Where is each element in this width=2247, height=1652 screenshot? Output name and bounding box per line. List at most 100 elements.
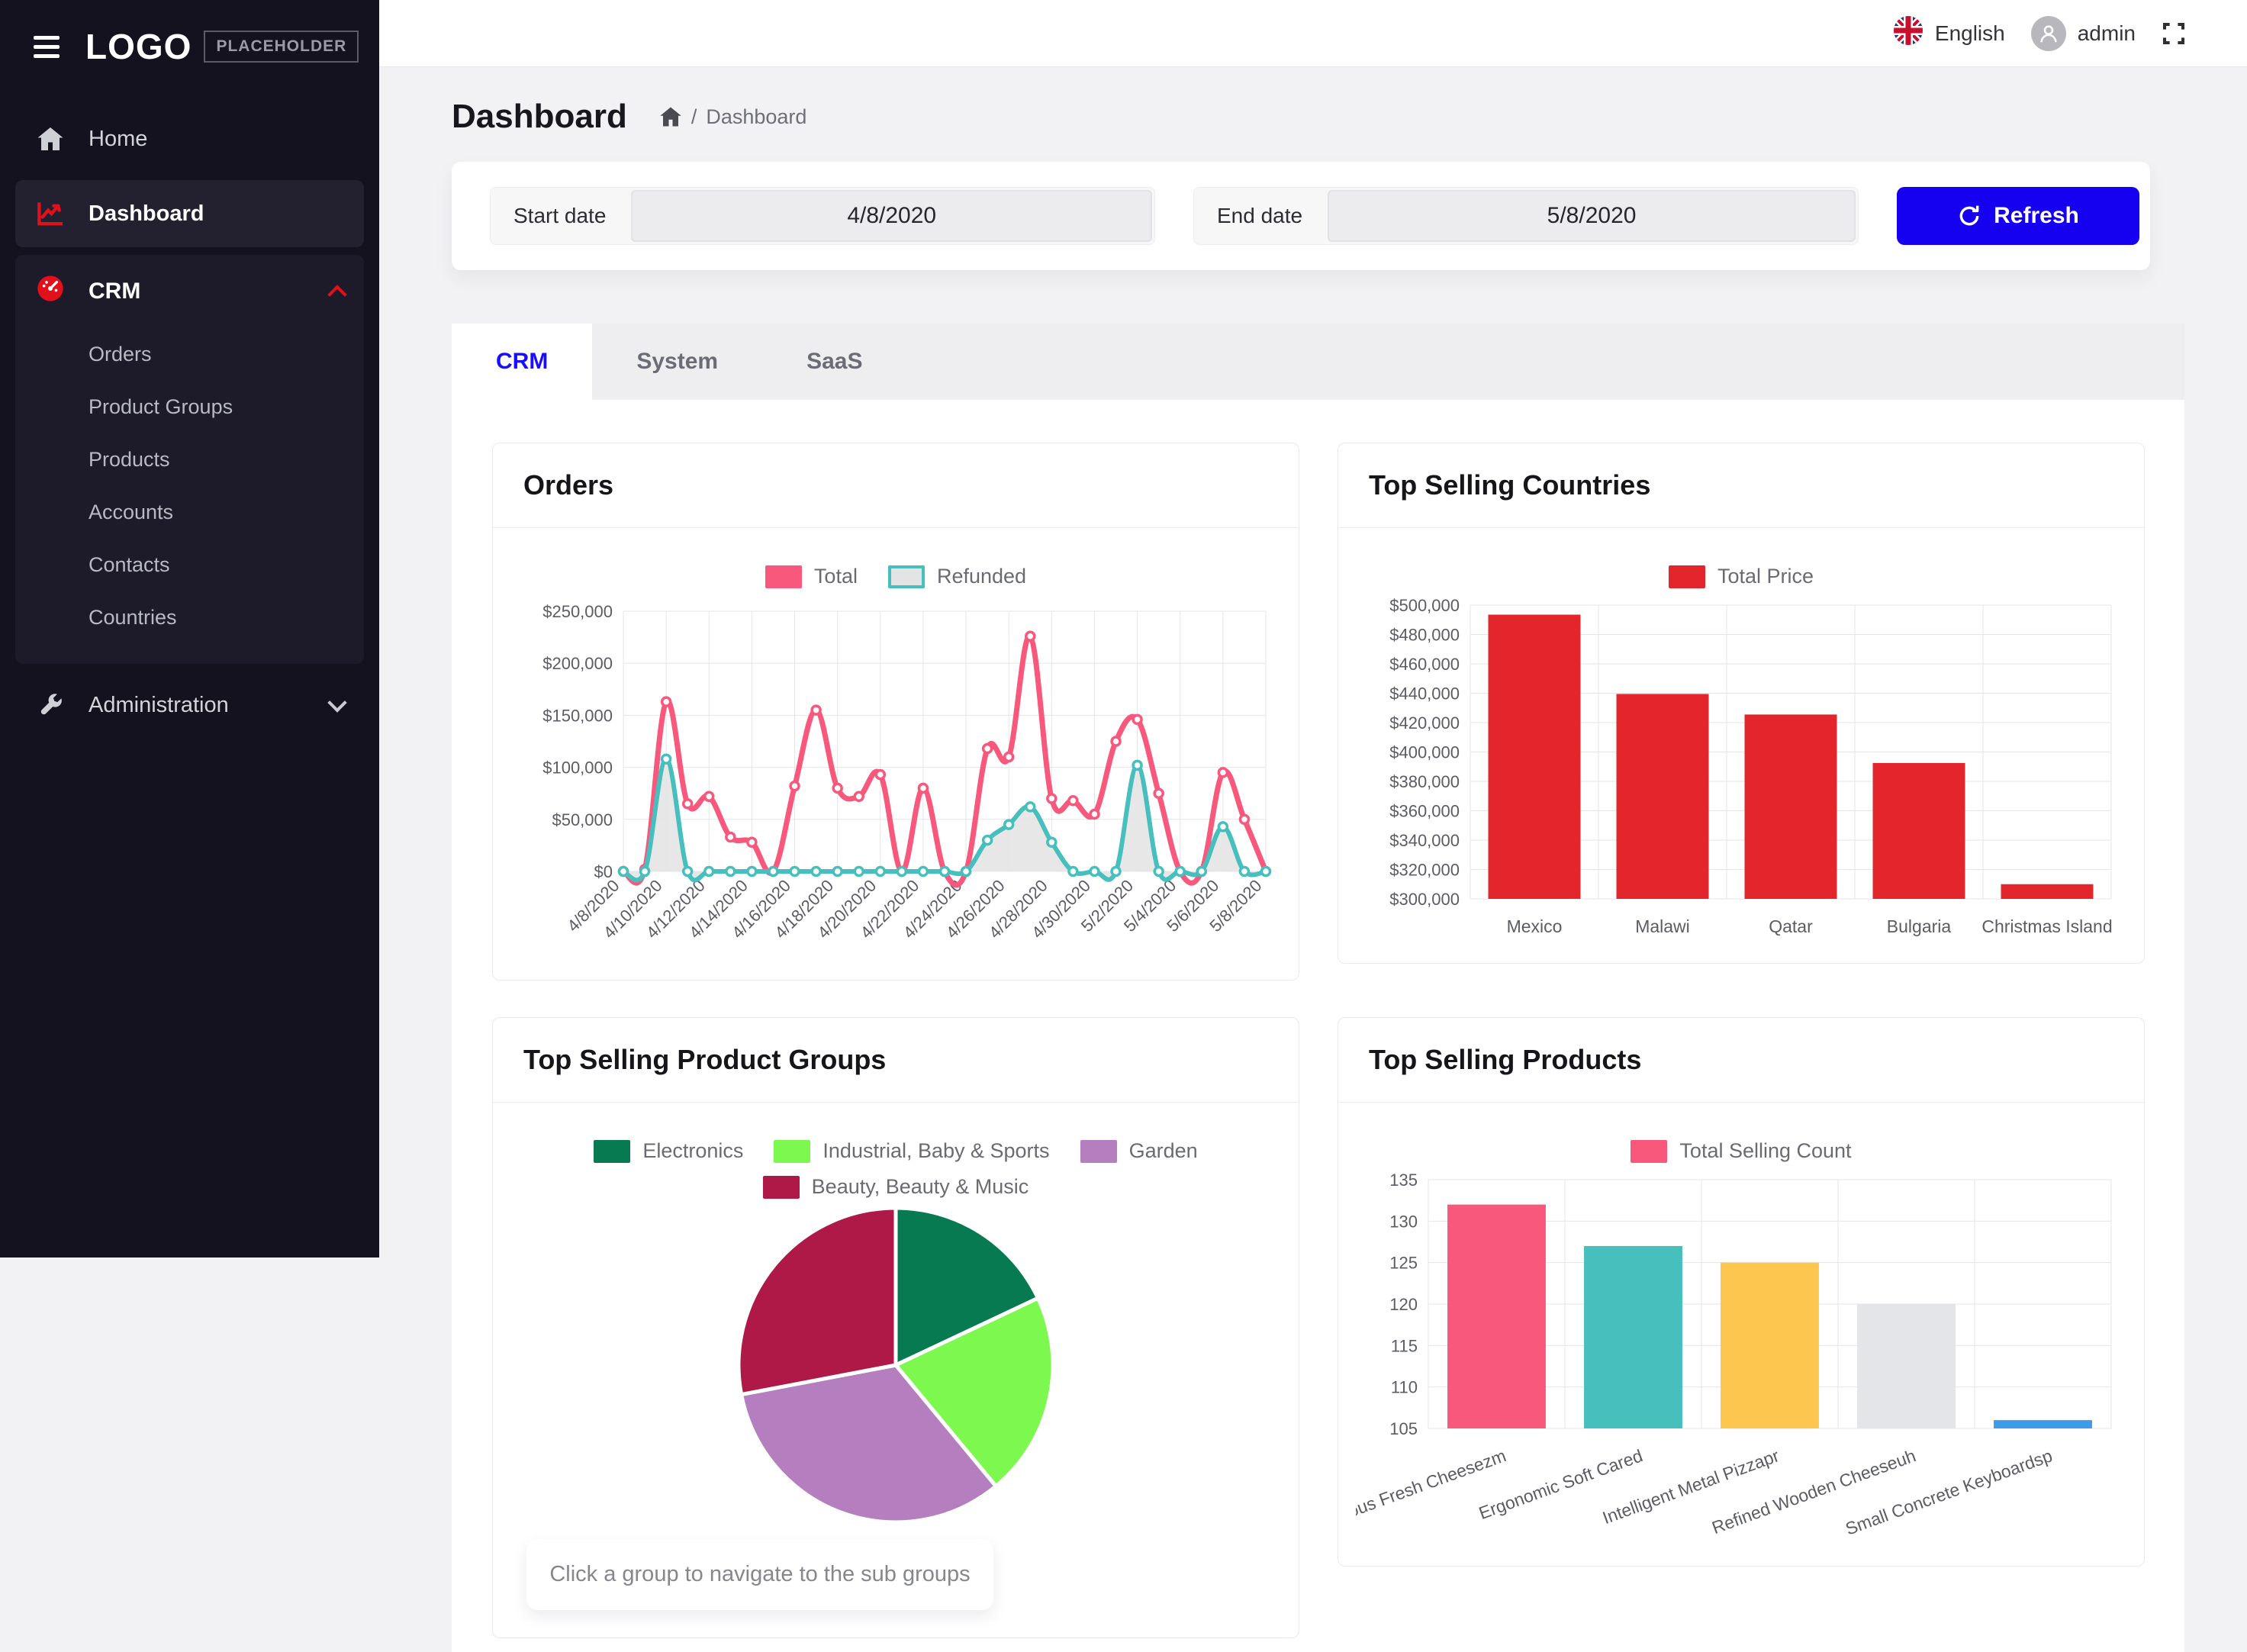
legend-item-total[interactable]: Total [765, 565, 858, 588]
svg-text:$150,000: $150,000 [542, 706, 613, 725]
sidebar-item-contacts[interactable]: Contacts [89, 553, 170, 576]
svg-text:$360,000: $360,000 [1389, 802, 1460, 821]
svg-text:125: 125 [1389, 1254, 1418, 1273]
svg-text:$100,000: $100,000 [542, 758, 613, 778]
product-groups-pie-chart[interactable] [736, 1205, 1056, 1525]
svg-text:Gorgeous Fresh Cheesezm: Gorgeous Fresh Cheesezm [1356, 1445, 1508, 1538]
products-bar-chart[interactable]: 105 110 115 120 125 130 135 Gorgeous Fresh Chee… [1356, 1169, 2126, 1551]
start-date-label: Start date [513, 204, 607, 227]
fullscreen-button[interactable] [2162, 21, 2186, 46]
svg-text:$300,000: $300,000 [1389, 890, 1460, 909]
date-filter-bar: Start date 4/8/2020 End date 5/8/2020 Re… [452, 162, 2150, 270]
sidebar-item-product-groups[interactable]: Product Groups [89, 395, 233, 418]
legend-item-total-selling-count[interactable]: Total Selling Count [1631, 1139, 1852, 1163]
top-selling-product-groups-card: Top Selling Product Groups Electronics I… [492, 1017, 1299, 1638]
legend-item-industrial-baby-sports[interactable]: Industrial, Baby & Sports [774, 1139, 1050, 1163]
legend-item-refunded[interactable]: Refunded [887, 565, 1026, 588]
sidebar-item-accounts[interactable]: Accounts [89, 501, 174, 523]
sidebar-nav: Home Dashboard [0, 87, 379, 739]
sidebar-group-crm: CRM Orders Product Groups Products Accou… [15, 255, 364, 664]
sidebar-item-label: Dashboard [89, 201, 204, 226]
sidebar: LOGO PLACEHOLDER Home Dashboard [0, 0, 379, 1258]
total-swatch [765, 565, 802, 588]
svg-text:$400,000: $400,000 [1389, 743, 1460, 762]
svg-text:105: 105 [1389, 1419, 1418, 1438]
logo-text: LOGO [85, 27, 192, 66]
svg-text:$500,000: $500,000 [1389, 596, 1460, 615]
menu-icon[interactable] [34, 35, 60, 58]
top-selling-products-card: Top Selling Products Total Selling Count… [1338, 1017, 2145, 1567]
svg-text:110: 110 [1391, 1378, 1418, 1397]
countries-bar-chart[interactable]: $300,000 $320,000 $340,000 $360,000 $380,000… [1356, 594, 2126, 948]
sidebar-item-orders[interactable]: Orders [89, 343, 152, 366]
product-groups-card-title: Top Selling Product Groups [523, 1044, 887, 1075]
total-price-swatch [1668, 565, 1705, 588]
refresh-button[interactable]: Refresh [1897, 187, 2139, 245]
logo-placeholder: PLACEHOLDER [204, 31, 359, 63]
svg-text:$0: $0 [594, 862, 613, 881]
sidebar-item-dashboard[interactable]: Dashboard [15, 180, 364, 247]
tab-system[interactable]: System [636, 349, 719, 374]
svg-text:120: 120 [1389, 1295, 1418, 1314]
svg-text:$50,000: $50,000 [552, 810, 613, 829]
svg-text:Bulgaria: Bulgaria [1887, 916, 1952, 936]
refunded-swatch [887, 565, 925, 588]
crm-icon [35, 273, 66, 310]
chevron-down-icon [327, 693, 347, 713]
username: admin [2077, 21, 2136, 45]
logo-row: LOGO PLACEHOLDER [0, 0, 379, 87]
svg-text:$250,000: $250,000 [542, 602, 613, 621]
legend-item-garden[interactable]: Garden [1080, 1139, 1198, 1163]
countries-card-title: Top Selling Countries [1369, 469, 1651, 501]
countries-legend: Total Price [1378, 565, 2104, 588]
orders-legend: Total Refunded [533, 565, 1259, 588]
svg-text:$320,000: $320,000 [1389, 861, 1460, 880]
svg-text:Mexico: Mexico [1507, 916, 1563, 936]
sidebar-item-administration[interactable]: Administration [15, 671, 364, 739]
legend-item-total-price[interactable]: Total Price [1668, 565, 1814, 588]
sidebar-item-crm[interactable]: CRM [15, 255, 364, 328]
svg-text:$200,000: $200,000 [542, 654, 613, 673]
svg-text:$340,000: $340,000 [1389, 831, 1460, 850]
legend-item-electronics[interactable]: Electronics [594, 1139, 743, 1163]
uk-flag-icon [1893, 15, 1923, 51]
sidebar-item-label: Administration [89, 692, 229, 717]
language-selector[interactable]: English [1893, 15, 2005, 51]
administration-icon [35, 691, 66, 719]
tab-crm[interactable]: CRM [452, 324, 593, 400]
sidebar-item-label: Home [89, 126, 148, 151]
industrial-swatch [774, 1139, 811, 1163]
end-date-label: End date [1217, 204, 1303, 227]
total-selling-count-swatch [1631, 1139, 1668, 1163]
garden-swatch [1080, 1139, 1117, 1163]
orders-line-chart[interactable]: $0 $50,000 $100,000 $150,000 $200,000 $250,00… [510, 594, 1281, 964]
chevron-up-icon [327, 285, 347, 304]
breadcrumb-current: Dashboard [706, 105, 807, 128]
breadcrumb-separator: / [691, 105, 697, 128]
start-date-group: Start date 4/8/2020 [490, 187, 1155, 245]
sidebar-item-countries[interactable]: Countries [89, 606, 177, 629]
sidebar-item-home[interactable]: Home [15, 105, 364, 172]
user-menu[interactable]: admin [2030, 15, 2136, 51]
orders-card-title: Orders [523, 469, 614, 501]
end-date-group: End date 5/8/2020 [1193, 187, 1859, 245]
sidebar-item-products[interactable]: Products [89, 448, 170, 471]
start-date-input[interactable]: 4/8/2020 [631, 190, 1152, 242]
breadcrumb-home-icon[interactable] [659, 106, 682, 127]
fullscreen-icon [2163, 22, 2184, 44]
home-icon [35, 126, 66, 152]
legend-item-beauty-music[interactable]: Beauty, Beauty & Music [762, 1175, 1029, 1199]
svg-text:$480,000: $480,000 [1389, 626, 1460, 645]
end-date-input[interactable]: 5/8/2020 [1328, 190, 1856, 242]
svg-text:135: 135 [1389, 1171, 1418, 1190]
products-card-title: Top Selling Products [1369, 1044, 1642, 1075]
orders-card: Orders Total Refunded $0 $50,000 $100,000 $… [492, 443, 1299, 981]
avatar [2030, 15, 2066, 51]
dashboard-icon [35, 200, 66, 227]
electronics-swatch [594, 1139, 631, 1163]
topbar: English admin [379, 0, 2247, 67]
pie-hint: Click a group to navigate to the sub gro… [526, 1539, 993, 1610]
products-legend: Total Selling Count [1378, 1139, 2104, 1163]
svg-text:$440,000: $440,000 [1389, 684, 1460, 704]
tab-saas[interactable]: SaaS [806, 349, 863, 374]
